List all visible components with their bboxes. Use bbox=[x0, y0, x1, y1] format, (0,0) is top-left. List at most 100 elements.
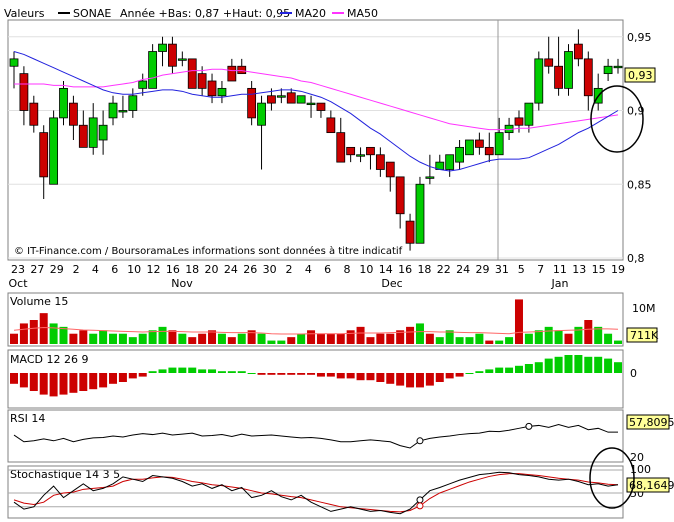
candle-body bbox=[385, 161, 395, 178]
macd-bar bbox=[346, 373, 355, 379]
volume-panel-frame bbox=[7, 292, 624, 347]
macd-bar bbox=[564, 355, 573, 373]
stoch-k-marker bbox=[416, 496, 424, 504]
candle-body bbox=[88, 117, 98, 148]
volume-bar bbox=[29, 320, 38, 344]
macd-panel-frame bbox=[7, 349, 624, 409]
macd-bar bbox=[455, 373, 464, 377]
x-day-label: 6 bbox=[111, 263, 118, 276]
candle-body bbox=[69, 102, 78, 126]
volume-ma-line bbox=[13, 327, 619, 335]
candle bbox=[564, 44, 573, 96]
price-tick-label: 0,95 bbox=[627, 31, 652, 44]
candle bbox=[247, 81, 257, 126]
last-price-tag: 0,93 bbox=[624, 67, 656, 83]
candle bbox=[29, 95, 39, 133]
x-day-label: 13 bbox=[572, 263, 586, 276]
price-tick-label: 0,9 bbox=[627, 105, 645, 118]
macd-bar bbox=[257, 373, 266, 375]
candle-body bbox=[237, 65, 247, 75]
candle bbox=[435, 154, 445, 170]
annotation-circle-stoch bbox=[589, 447, 635, 509]
candle-body bbox=[395, 176, 405, 215]
macd-bar bbox=[435, 373, 444, 382]
macd-bar bbox=[69, 373, 78, 393]
candle-body bbox=[544, 58, 554, 67]
ma50-line bbox=[14, 68, 619, 131]
candle-body bbox=[98, 124, 108, 141]
volume-bar bbox=[307, 330, 316, 344]
x-day-label: 5 bbox=[518, 263, 525, 276]
candle-body bbox=[583, 58, 593, 97]
stoch-title: Stochastique 14 3 5 bbox=[10, 468, 120, 481]
macd-bar bbox=[465, 373, 474, 374]
candle bbox=[375, 147, 385, 177]
volume-bar bbox=[614, 340, 622, 344]
date-x-axis: 23 27 29 2 4 6 10 12 16 18 20 24 26 30 2 4 6 8 10 14 16 18 22 2… bbox=[8, 263, 625, 290]
year-range-text: Année +Bas: 0,87 +Haut: 0,95 bbox=[120, 7, 290, 20]
macd-bar bbox=[267, 373, 276, 375]
candle-body bbox=[187, 58, 197, 89]
candle bbox=[415, 176, 425, 244]
macd-bar bbox=[614, 362, 622, 373]
x-day-label: 4 bbox=[92, 263, 99, 276]
volume-bar bbox=[604, 333, 613, 344]
x-day-label: 26 bbox=[243, 263, 257, 276]
macd-bar bbox=[118, 373, 127, 382]
x-day-label: 30 bbox=[263, 263, 277, 276]
candle bbox=[69, 95, 78, 140]
volume-bar bbox=[544, 326, 553, 344]
candle bbox=[326, 110, 336, 134]
volume-bar bbox=[99, 330, 108, 344]
x-day-label: 10 bbox=[359, 263, 373, 276]
volume-bar bbox=[59, 326, 68, 344]
macd-bar bbox=[445, 373, 454, 379]
volume-bar bbox=[198, 333, 207, 344]
candle-body bbox=[49, 117, 59, 185]
x-day-label: 27 bbox=[30, 263, 44, 276]
x-day-label: 8 bbox=[344, 263, 351, 276]
candle bbox=[306, 95, 316, 118]
candle-body bbox=[217, 87, 227, 97]
candle bbox=[583, 51, 593, 111]
x-day-label: 2 bbox=[285, 263, 292, 276]
candle-body bbox=[603, 65, 613, 75]
candle-body bbox=[336, 132, 346, 163]
volume-bar bbox=[128, 337, 137, 344]
macd-bar bbox=[168, 367, 177, 373]
macd-bar bbox=[277, 373, 286, 375]
x-day-label: 4 bbox=[305, 263, 312, 276]
candle-body bbox=[108, 102, 118, 119]
candle bbox=[286, 88, 296, 104]
price-panel-frame bbox=[7, 19, 624, 261]
candle bbox=[296, 95, 306, 104]
ma50-label: MA50 bbox=[347, 7, 378, 20]
volume-bar bbox=[227, 337, 236, 344]
candle bbox=[88, 103, 98, 155]
candle-body bbox=[267, 95, 276, 104]
candle bbox=[395, 176, 405, 229]
candle bbox=[78, 110, 88, 148]
volume-bar bbox=[396, 330, 405, 344]
volume-bar bbox=[316, 333, 325, 344]
volume-bar bbox=[425, 333, 434, 344]
candle bbox=[316, 102, 326, 118]
volume-bar bbox=[574, 326, 583, 344]
macd-bar bbox=[485, 369, 494, 373]
x-day-label: 31 bbox=[495, 263, 509, 276]
volume-bar bbox=[415, 323, 424, 344]
candle-body bbox=[138, 80, 148, 89]
candle-body bbox=[286, 92, 296, 104]
x-day-label: 15 bbox=[592, 263, 606, 276]
volume-bar bbox=[158, 326, 167, 344]
macd-bar bbox=[366, 373, 375, 381]
macd-bar bbox=[376, 373, 385, 382]
x-day-label: 24 bbox=[456, 263, 470, 276]
candle-body bbox=[39, 132, 49, 178]
candle bbox=[39, 125, 49, 199]
volume-bar bbox=[534, 330, 543, 344]
macd-bar bbox=[128, 373, 137, 379]
x-month-label: Oct bbox=[8, 277, 28, 290]
candle-body bbox=[455, 146, 464, 163]
candle bbox=[19, 66, 29, 126]
